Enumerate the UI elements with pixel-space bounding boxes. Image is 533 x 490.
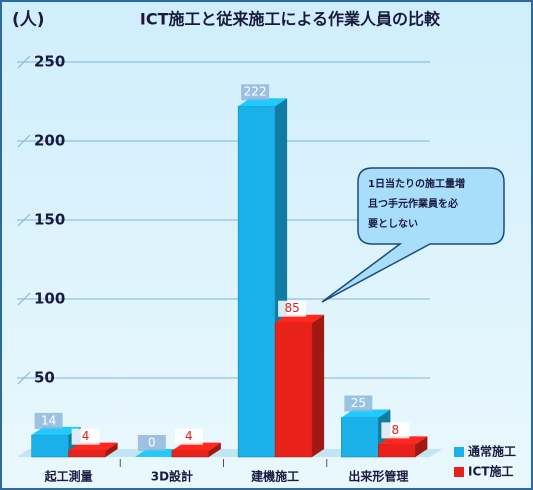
bar-front	[378, 444, 416, 458]
value-label-box	[71, 428, 100, 445]
value-label: 0	[148, 436, 156, 450]
x-tick-label: 出来形管理	[348, 469, 408, 484]
value-label: 222	[244, 85, 267, 99]
bar-front	[274, 322, 313, 458]
value-label-box	[137, 435, 166, 451]
x-tick-label: 起工測量	[44, 469, 93, 484]
bar-front	[68, 450, 106, 458]
y-tick-mark	[17, 55, 31, 69]
value-label: 4	[185, 429, 193, 443]
y-tick-label: 250	[34, 53, 65, 71]
x-tick-label: 建機施工	[250, 469, 299, 484]
y-tick-label: 200	[34, 132, 65, 150]
value-label: 8	[392, 423, 400, 437]
value-label: 25	[351, 396, 366, 410]
bar-side	[208, 442, 221, 457]
value-label: 14	[41, 413, 56, 427]
value-label-box	[34, 412, 63, 429]
bar-front	[31, 434, 69, 458]
value-label-box	[344, 395, 373, 412]
annotation-text: 且つ手元作業員を必	[368, 197, 458, 210]
bar-front	[341, 417, 379, 458]
legend-swatch	[454, 467, 464, 477]
legend-swatch	[454, 447, 464, 457]
legend-label: 通常施工	[468, 444, 516, 459]
annotation-callout	[321, 167, 505, 303]
value-label-box	[241, 84, 270, 101]
bar-front	[237, 105, 276, 458]
value-label-box	[381, 422, 410, 439]
y-tick-mark	[17, 371, 31, 385]
floor	[17, 449, 442, 457]
value-label-box	[278, 300, 307, 317]
value-label: 4	[82, 429, 90, 443]
bar-front	[171, 450, 210, 458]
y-tick-mark	[17, 213, 31, 227]
bar	[274, 314, 325, 458]
chart-title: ICT施工と従来施工による作業人員の比較	[140, 10, 441, 29]
y-tick-label: 100	[34, 290, 65, 308]
y-tick-mark	[17, 134, 31, 148]
y-axis-label: (人)	[12, 10, 45, 30]
annotation-text: 要としない	[368, 218, 418, 230]
bar-side	[415, 436, 428, 457]
value-label-box	[174, 428, 203, 445]
y-tick-mark	[17, 292, 31, 306]
bar-side	[105, 442, 118, 457]
bar-side	[312, 314, 325, 457]
annotation-text: 1日当たりの施工量増	[368, 177, 465, 190]
y-tick-label: 150	[34, 211, 65, 229]
y-tick-label: 50	[34, 369, 55, 387]
value-label: 85	[284, 301, 299, 315]
x-tick-label: 3D設計	[151, 469, 193, 484]
legend-label: ICT施工	[468, 464, 513, 479]
